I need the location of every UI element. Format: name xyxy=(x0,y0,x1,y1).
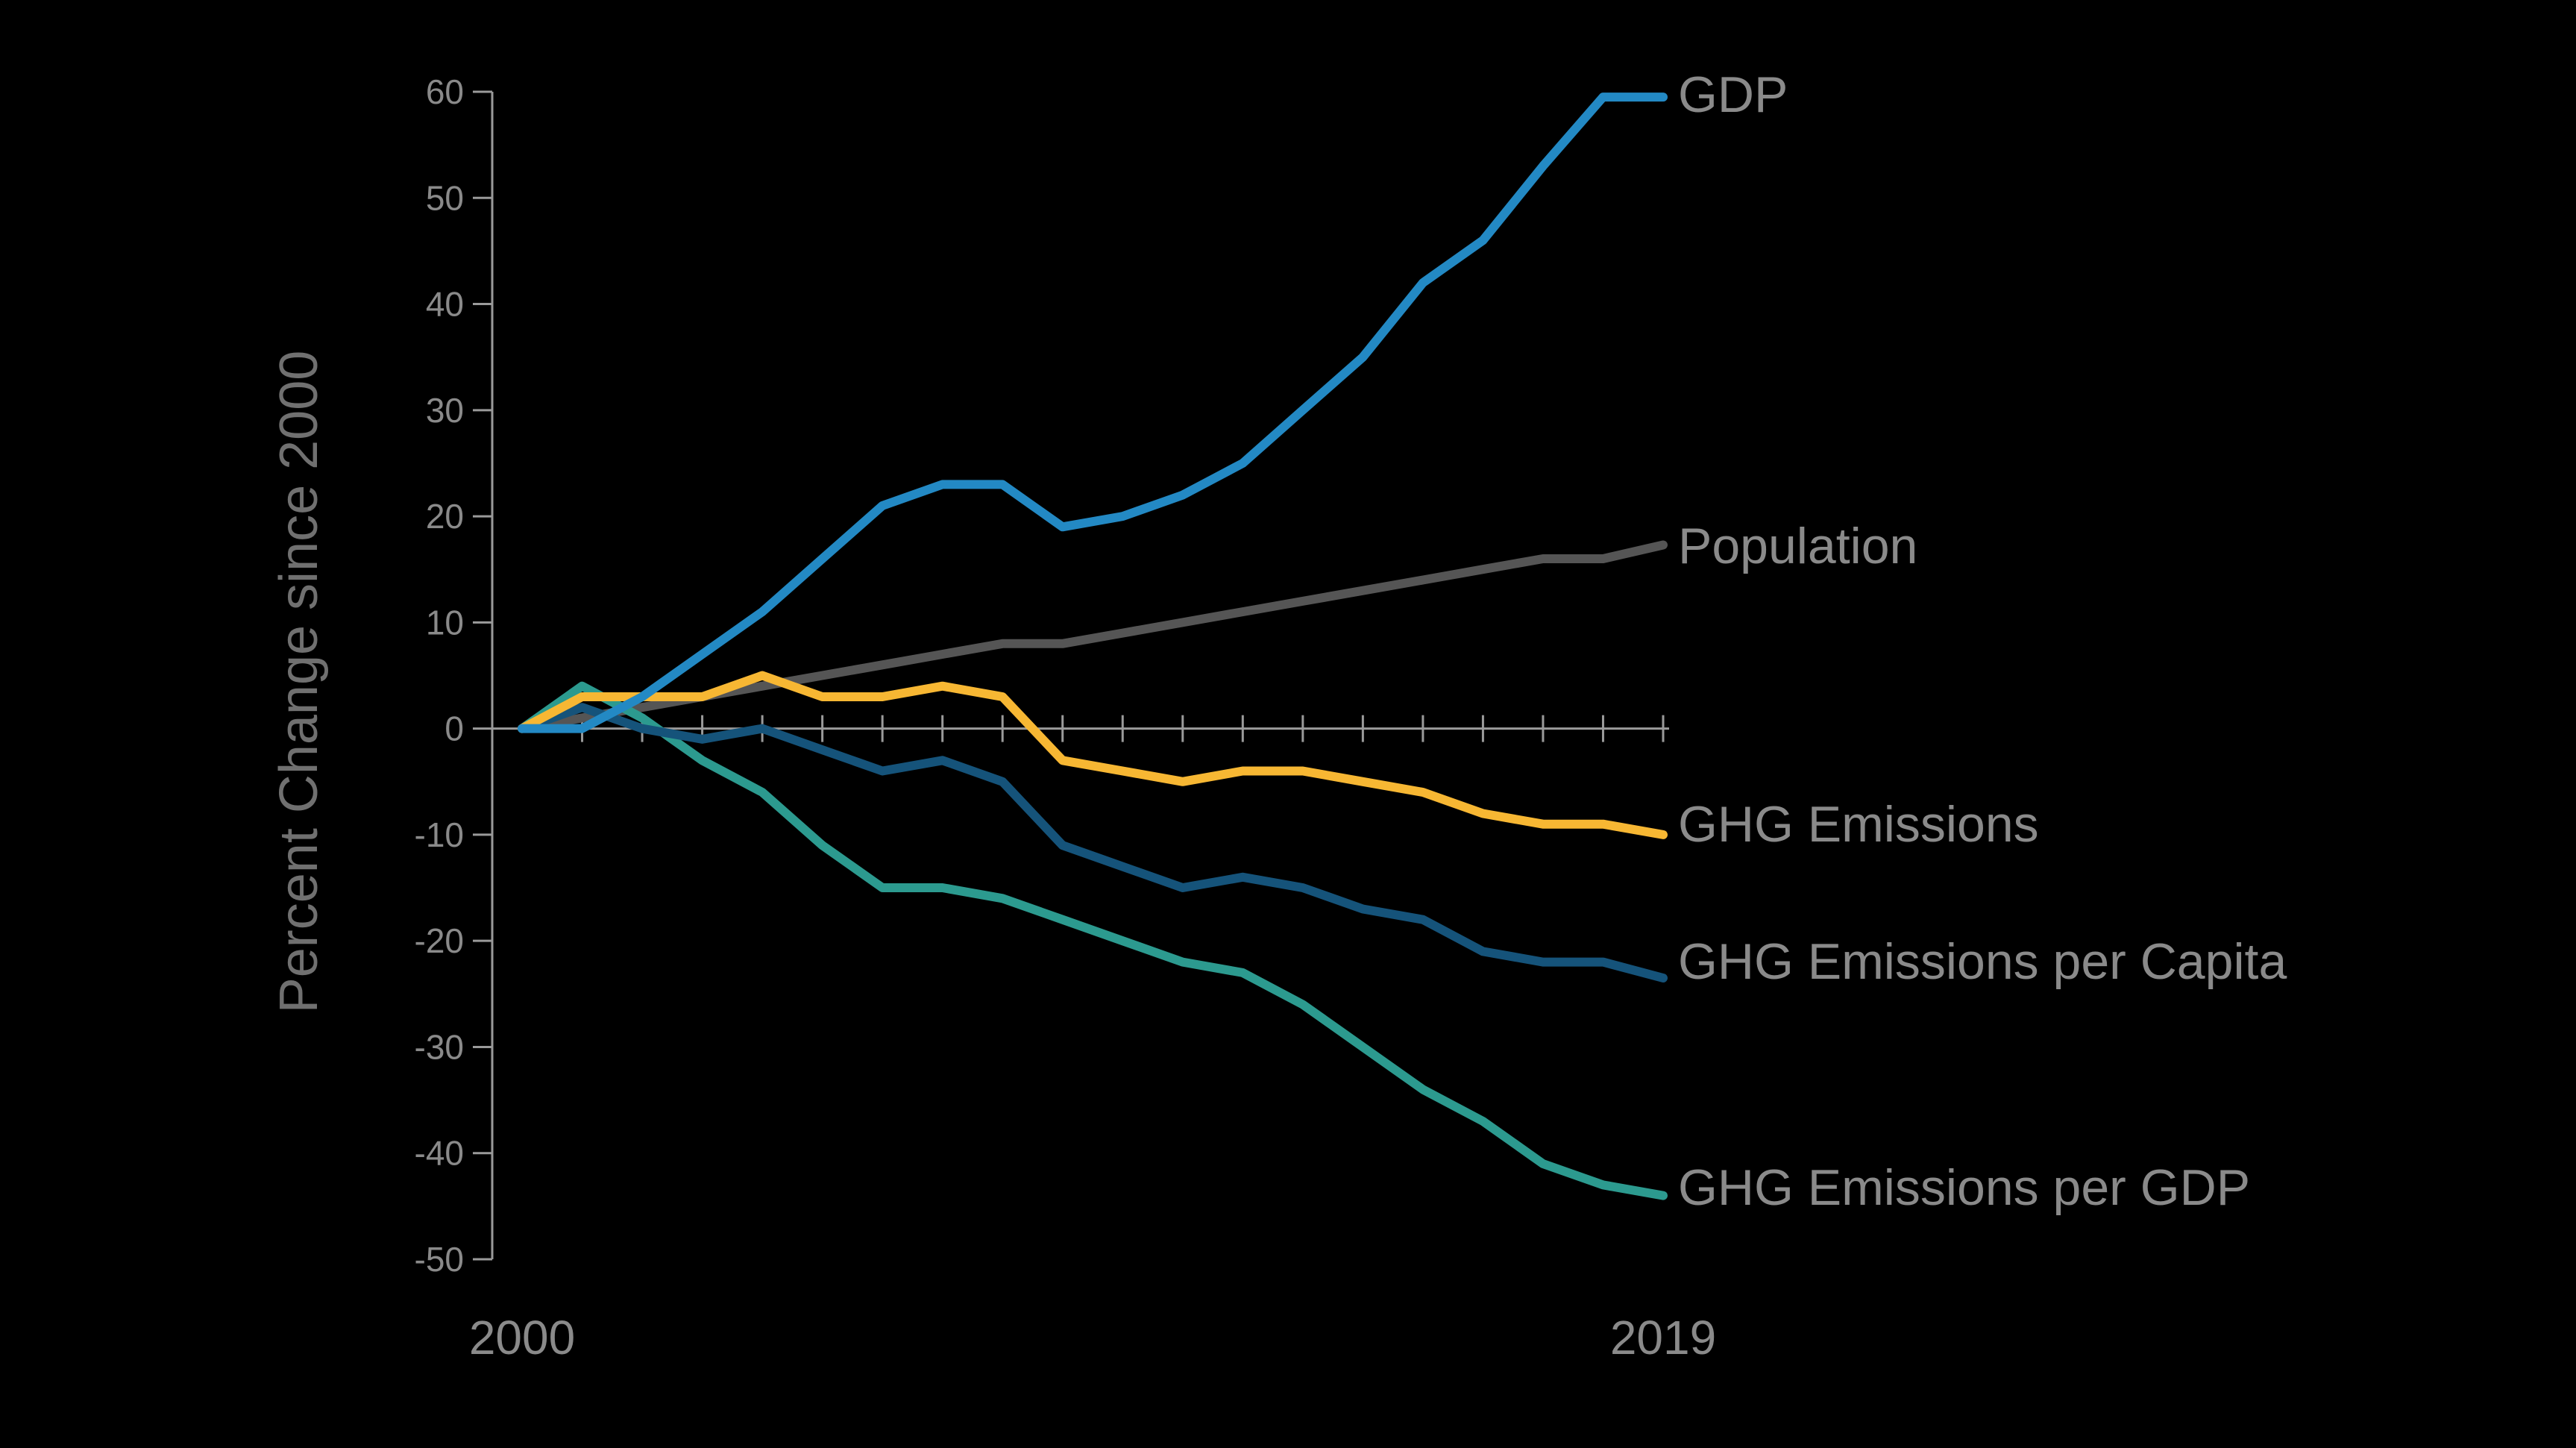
y-tick-label: 60 xyxy=(426,72,464,111)
series-line-ghg-emissions-per-capita xyxy=(518,703,1668,982)
series-line-ghg-emissions xyxy=(518,671,1668,839)
y-tick-label: 10 xyxy=(426,603,464,642)
series-label-ghg-emissions-per-capita: GHG Emissions per Capita xyxy=(1678,933,2287,990)
y-tick-label: -30 xyxy=(415,1027,464,1066)
x-tick-label: 2019 xyxy=(1610,1311,1716,1364)
x-tick-label: 2000 xyxy=(469,1311,575,1364)
y-tick-label: -20 xyxy=(415,921,464,960)
series-labels: GDP Population GHG Emissions GHG Emissions … xyxy=(1678,66,2287,1216)
y-axis-title: Percent Change since 2000 xyxy=(269,351,329,1014)
y-tick-label: 40 xyxy=(426,285,464,324)
y-tick-label: -40 xyxy=(415,1134,464,1173)
series-lines xyxy=(518,93,1668,1200)
y-tick-label: 20 xyxy=(426,497,464,536)
series-label-population: Population xyxy=(1678,518,1917,574)
series-line-gdp xyxy=(518,93,1668,733)
y-tick-label: -50 xyxy=(415,1240,464,1279)
y-tick-label: 50 xyxy=(426,178,464,217)
series-line-ghg-emissions-per-gdp xyxy=(518,681,1668,1200)
y-tick-label: -10 xyxy=(415,815,464,854)
series-label-ghg-emissions-per-gdp: GHG Emissions per GDP xyxy=(1678,1159,2250,1216)
y-tick-label: 30 xyxy=(426,391,464,430)
series-label-gdp: GDP xyxy=(1678,66,1788,123)
y-tick-label: 0 xyxy=(444,709,464,748)
series-label-ghg-emissions: GHG Emissions xyxy=(1678,796,2039,853)
